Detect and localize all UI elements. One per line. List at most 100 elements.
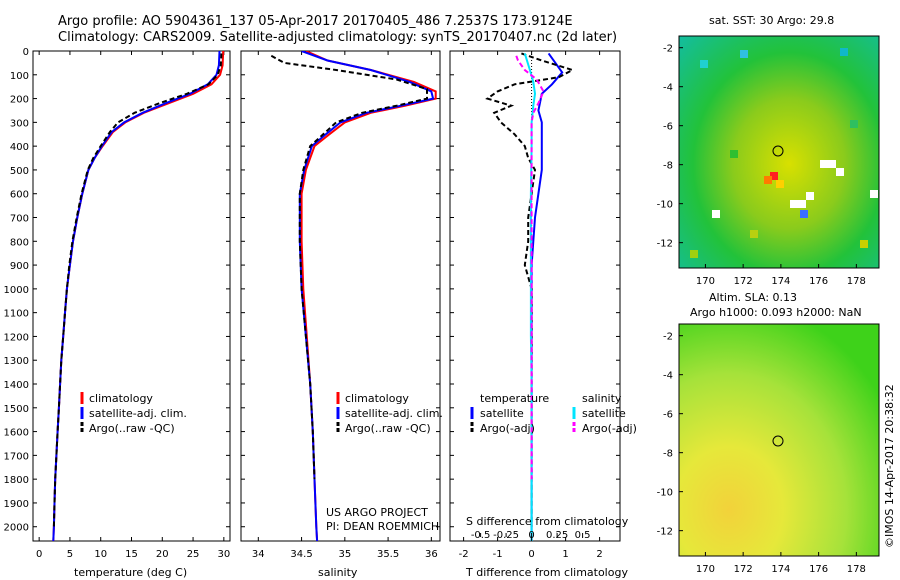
sst-cell	[806, 192, 814, 200]
map-x-tick-label: 170	[696, 276, 715, 287]
series-line-climatology	[52, 51, 225, 541]
sst-map-axes: 170 172 174 176 178 -2 -4 -6 -8 -10 -12	[657, 44, 866, 287]
temperature-plot-frame	[32, 50, 231, 542]
sst-cell	[836, 168, 844, 176]
sla-map-title: Altim. SLA: 0.13	[709, 291, 797, 304]
map-x-tick-label: 178	[847, 276, 866, 287]
depth-tick-label: 1300	[4, 356, 29, 367]
sst-cell	[770, 172, 778, 180]
salinity-legend: climatology satellite-adj. clim. Argo(..…	[336, 392, 443, 435]
header-line-2: Climatology: CARS2009. Satellite-adjuste…	[58, 30, 617, 45]
map-y-tick-label: -6	[663, 410, 673, 421]
imos-stamp: ©IMOS 14-Apr-2017 20:38:32	[883, 384, 896, 548]
salinity-plot-frame	[240, 50, 441, 542]
sst-argo-marker	[772, 145, 784, 157]
series-line-climatology	[300, 51, 437, 541]
map-x-tick-label: 176	[809, 276, 828, 287]
series-line-t-satellite	[530, 52, 564, 541]
legend-label-s-argo: Argo(-adj)	[582, 422, 637, 435]
sst-cell	[840, 48, 848, 56]
map-y-tick-label: -10	[657, 488, 673, 499]
sst-cell	[870, 190, 878, 198]
x-tick-label: 15	[125, 549, 138, 560]
x-tick-label: 34.5	[290, 549, 312, 560]
sst-cell	[800, 210, 808, 218]
s-tick-label: 0.5	[575, 530, 591, 541]
map-x-tick-label: 172	[734, 276, 753, 287]
s-tick-label: -0.25	[493, 530, 519, 541]
temperature-legend: climatology satellite-adj. clim. Argo(..…	[80, 392, 187, 435]
temperature-lines	[52, 51, 225, 541]
sla-map-subtitle: Argo h1000: 0.093 h2000: NaN	[690, 306, 862, 319]
map-y-tick-label: -4	[663, 83, 673, 94]
salinity-x-axis: 34 34.5 35 35.5 36	[252, 51, 438, 560]
map-y-tick-label: -4	[663, 371, 673, 382]
legend-label-t-argo: Argo(-adj)	[480, 422, 535, 435]
x-tick-label: 20	[156, 549, 169, 560]
header-line-1: Argo profile: AO 5904361_137 05-Apr-2017…	[58, 14, 573, 29]
sst-cell	[776, 180, 784, 188]
sst-cell	[764, 176, 772, 184]
depth-tick-label: 0	[23, 47, 29, 58]
map-x-tick-label: 174	[771, 564, 790, 575]
sst-map-frame	[678, 35, 880, 269]
x-tick-label: 2	[596, 549, 602, 560]
difference-panel: -2 -1 0 1 2 -0.5 -0.25 0 0.25 0.5 S difference f…	[449, 50, 637, 579]
legend-label-climatology: climatology	[89, 392, 153, 405]
s-difference-axis: -0.5 -0.25 0 0.25 0.5	[471, 530, 591, 541]
depth-tick-label: 400	[10, 142, 29, 153]
sla-argo-marker	[772, 435, 784, 447]
x-tick-label: 34	[252, 549, 265, 560]
project-label: US ARGO PROJECT	[326, 506, 428, 519]
depth-tick-label: 2000	[4, 523, 29, 534]
depth-tick-label: 600	[10, 190, 29, 201]
depth-tick-label: 1400	[4, 380, 29, 391]
x-tick-label: 30	[217, 549, 230, 560]
sst-heatmap	[679, 36, 879, 268]
map-x-tick-label: 174	[771, 276, 790, 287]
depth-tick-label: 300	[10, 118, 29, 129]
salinity-xlabel: salinity	[318, 566, 358, 579]
s-difference-xlabel: S difference from climatology	[466, 515, 629, 528]
sst-cell	[850, 120, 858, 128]
map-y-tick-label: -2	[663, 332, 673, 343]
map-y-tick-label: -12	[657, 239, 673, 250]
map-y-tick-label: -8	[663, 161, 673, 172]
series-line-s-argo-adj-	[515, 55, 545, 480]
sst-heatmap-cells	[690, 48, 878, 258]
salinity-y-ticks	[241, 50, 440, 528]
x-tick-label: 36	[425, 549, 438, 560]
x-tick-label: 0	[528, 549, 534, 560]
salinity-lines	[270, 51, 437, 541]
legend-label-t-satellite: satellite	[480, 407, 524, 420]
depth-tick-label: 100	[10, 71, 29, 82]
map-x-tick-label: 178	[847, 564, 866, 575]
sla-map-frame	[678, 323, 880, 557]
depth-tick-label: 1200	[4, 332, 29, 343]
depth-tick-label: 900	[10, 261, 29, 272]
difference-legend: temperature satellite Argo(-adj) salinit…	[470, 392, 637, 435]
legend-label-argo: Argo(..raw -QC)	[89, 422, 175, 435]
temperature-panel: 0100200300400500600700800900100011001200…	[4, 47, 231, 579]
map-x-tick-label: 170	[696, 564, 715, 575]
x-tick-label: 35	[338, 549, 351, 560]
sst-cell	[790, 200, 798, 208]
pi-label: PI: DEAN ROEMMICH	[326, 520, 439, 533]
difference-lines	[485, 52, 575, 541]
map-y-tick-label: -8	[663, 449, 673, 460]
t-difference-x-axis: -2 -1 0 1 2	[459, 51, 603, 560]
x-tick-label: 1	[562, 549, 568, 560]
depth-tick-label: 500	[10, 166, 29, 177]
s-tick-label: 0.25	[546, 530, 568, 541]
sst-map-title: sat. SST: 30 Argo: 29.8	[709, 14, 834, 27]
s-tick-label: -0.5	[471, 530, 491, 541]
depth-tick-label: 1900	[4, 499, 29, 510]
depth-tick-label: 1000	[4, 285, 29, 296]
sst-cell	[798, 200, 806, 208]
map-x-tick-label: 172	[734, 564, 753, 575]
x-tick-label: 0	[36, 549, 42, 560]
sst-cell	[690, 250, 698, 258]
sst-cell	[740, 50, 748, 58]
sst-cell	[712, 210, 720, 218]
t-difference-xlabel: T difference from climatology	[465, 566, 628, 579]
